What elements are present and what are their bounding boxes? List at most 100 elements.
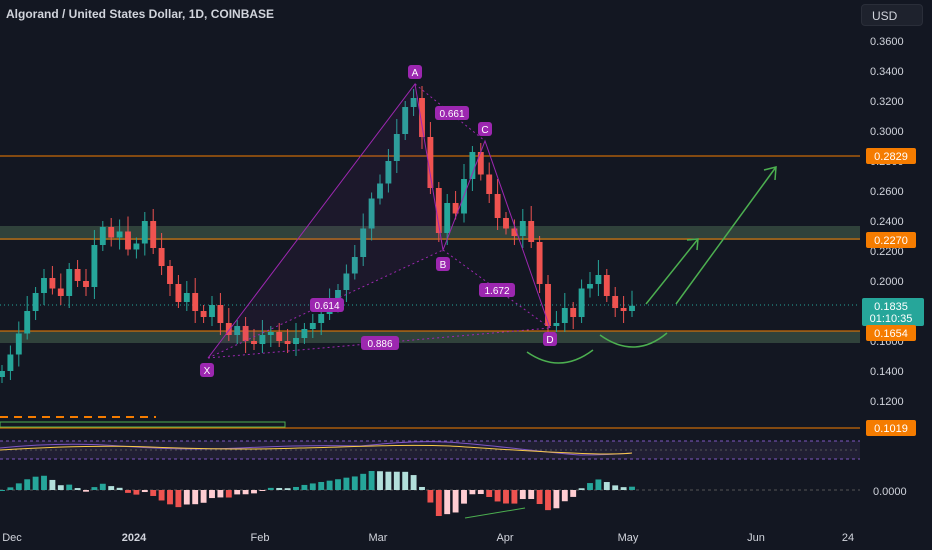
candle-body [74,269,81,281]
candle-body [629,305,635,311]
point-b-label: B [436,257,450,271]
support-zone [0,331,860,343]
candle-body [150,221,157,248]
ratio-label-xd: 0.886 [361,336,399,350]
candlestick-series [0,86,635,383]
candle-body [242,326,249,341]
histogram-bar [435,490,442,516]
histogram-bar [74,488,81,490]
histogram-bar [620,487,627,490]
histogram-bar [410,475,417,490]
chart-title: Algorand / United States Dollar, 1D, COI… [6,7,275,21]
histogram-bar [217,490,224,498]
candle-body [410,98,417,107]
candle-body [99,227,106,245]
svg-text:1.672: 1.672 [484,286,509,297]
candle-body [368,198,375,229]
histogram-bar [108,486,115,490]
candle-body [309,323,316,329]
candle-body [284,341,291,344]
candle-body [528,221,535,242]
histogram-bar [7,487,14,490]
point-c-label: C [478,122,492,136]
candle-body [276,332,283,341]
histogram-bar [570,490,577,497]
resistance-zone [0,226,860,240]
arrow-head-long [763,166,777,181]
svg-text:0.614: 0.614 [314,301,339,312]
histogram-bar [461,490,467,504]
candle-body [435,188,442,233]
rsi-signal-line [0,444,633,455]
histogram-bar [234,490,241,495]
candle-body [141,221,148,244]
histogram-bar [503,490,509,504]
histogram-bar [91,487,98,490]
histogram-bar [309,483,316,490]
candle-body [570,308,577,317]
time-tick-label: Feb [251,532,270,544]
histogram-bar [242,490,249,495]
candle-body [419,98,425,137]
candle-body [360,228,367,257]
histogram-bar [486,490,493,498]
price-label-level-2: 0.2270 [866,232,916,248]
histogram-bar [385,471,392,490]
svg-text:C: C [481,125,488,136]
candle-body [217,305,224,323]
svg-text:0.2270: 0.2270 [874,235,908,247]
svg-text:0.2829: 0.2829 [874,151,908,163]
histogram-bar [183,490,190,505]
candle-body [175,284,182,302]
histogram-bar [158,490,165,501]
candle-body [351,257,358,274]
price-label-level-3: 0.1654 [866,325,916,341]
histogram-bar [83,490,89,492]
candle-body [259,335,266,344]
svg-text:B: B [440,260,447,271]
histogram-bar [444,490,451,515]
candle-body [452,203,459,214]
histogram-bar [251,490,257,494]
svg-text:A: A [412,68,419,79]
svg-text:0.1835: 0.1835 [874,301,908,313]
histogram-bar [225,490,232,498]
histogram-bar [343,477,350,490]
price-tick-label: 0.3000 [870,126,904,138]
histogram-bar [377,471,383,490]
histogram-bar [133,490,140,495]
candle-body [620,308,627,311]
candle-body [200,311,207,317]
projection-drawings [526,166,777,364]
histogram-bar [209,490,215,499]
histogram-bar [0,490,5,491]
candle-body [385,161,392,184]
currency-button[interactable]: USD [861,4,923,26]
price-tick-label: 0.2400 [870,216,904,228]
histogram-bar [469,490,476,495]
candle-body [66,269,73,296]
price-tick-label: 0.2600 [870,186,904,198]
histogram-bar [41,475,47,490]
time-axis[interactable]: Dec 2024 Feb Mar Apr May Jun 24 [2,532,854,544]
candle-body [301,329,308,338]
histogram-bar [612,485,619,490]
candle-body [108,227,115,238]
svg-text:D: D [546,335,553,346]
point-d-label: D [543,332,557,346]
histogram-bar [536,490,543,505]
time-tick-label: Mar [369,532,388,544]
candle-body [393,134,400,161]
candle-body [377,183,383,199]
histogram-bar [629,486,635,490]
candle-body [536,242,543,284]
candle-body [15,333,22,355]
histogram-bar [477,490,484,495]
harmonic-pattern: X A B C D 0.661 0.614 1.672 [200,65,557,377]
candle-body [167,266,173,284]
candle-body [561,308,568,323]
time-tick-label: Apr [496,532,513,544]
histogram-bar [57,485,64,490]
